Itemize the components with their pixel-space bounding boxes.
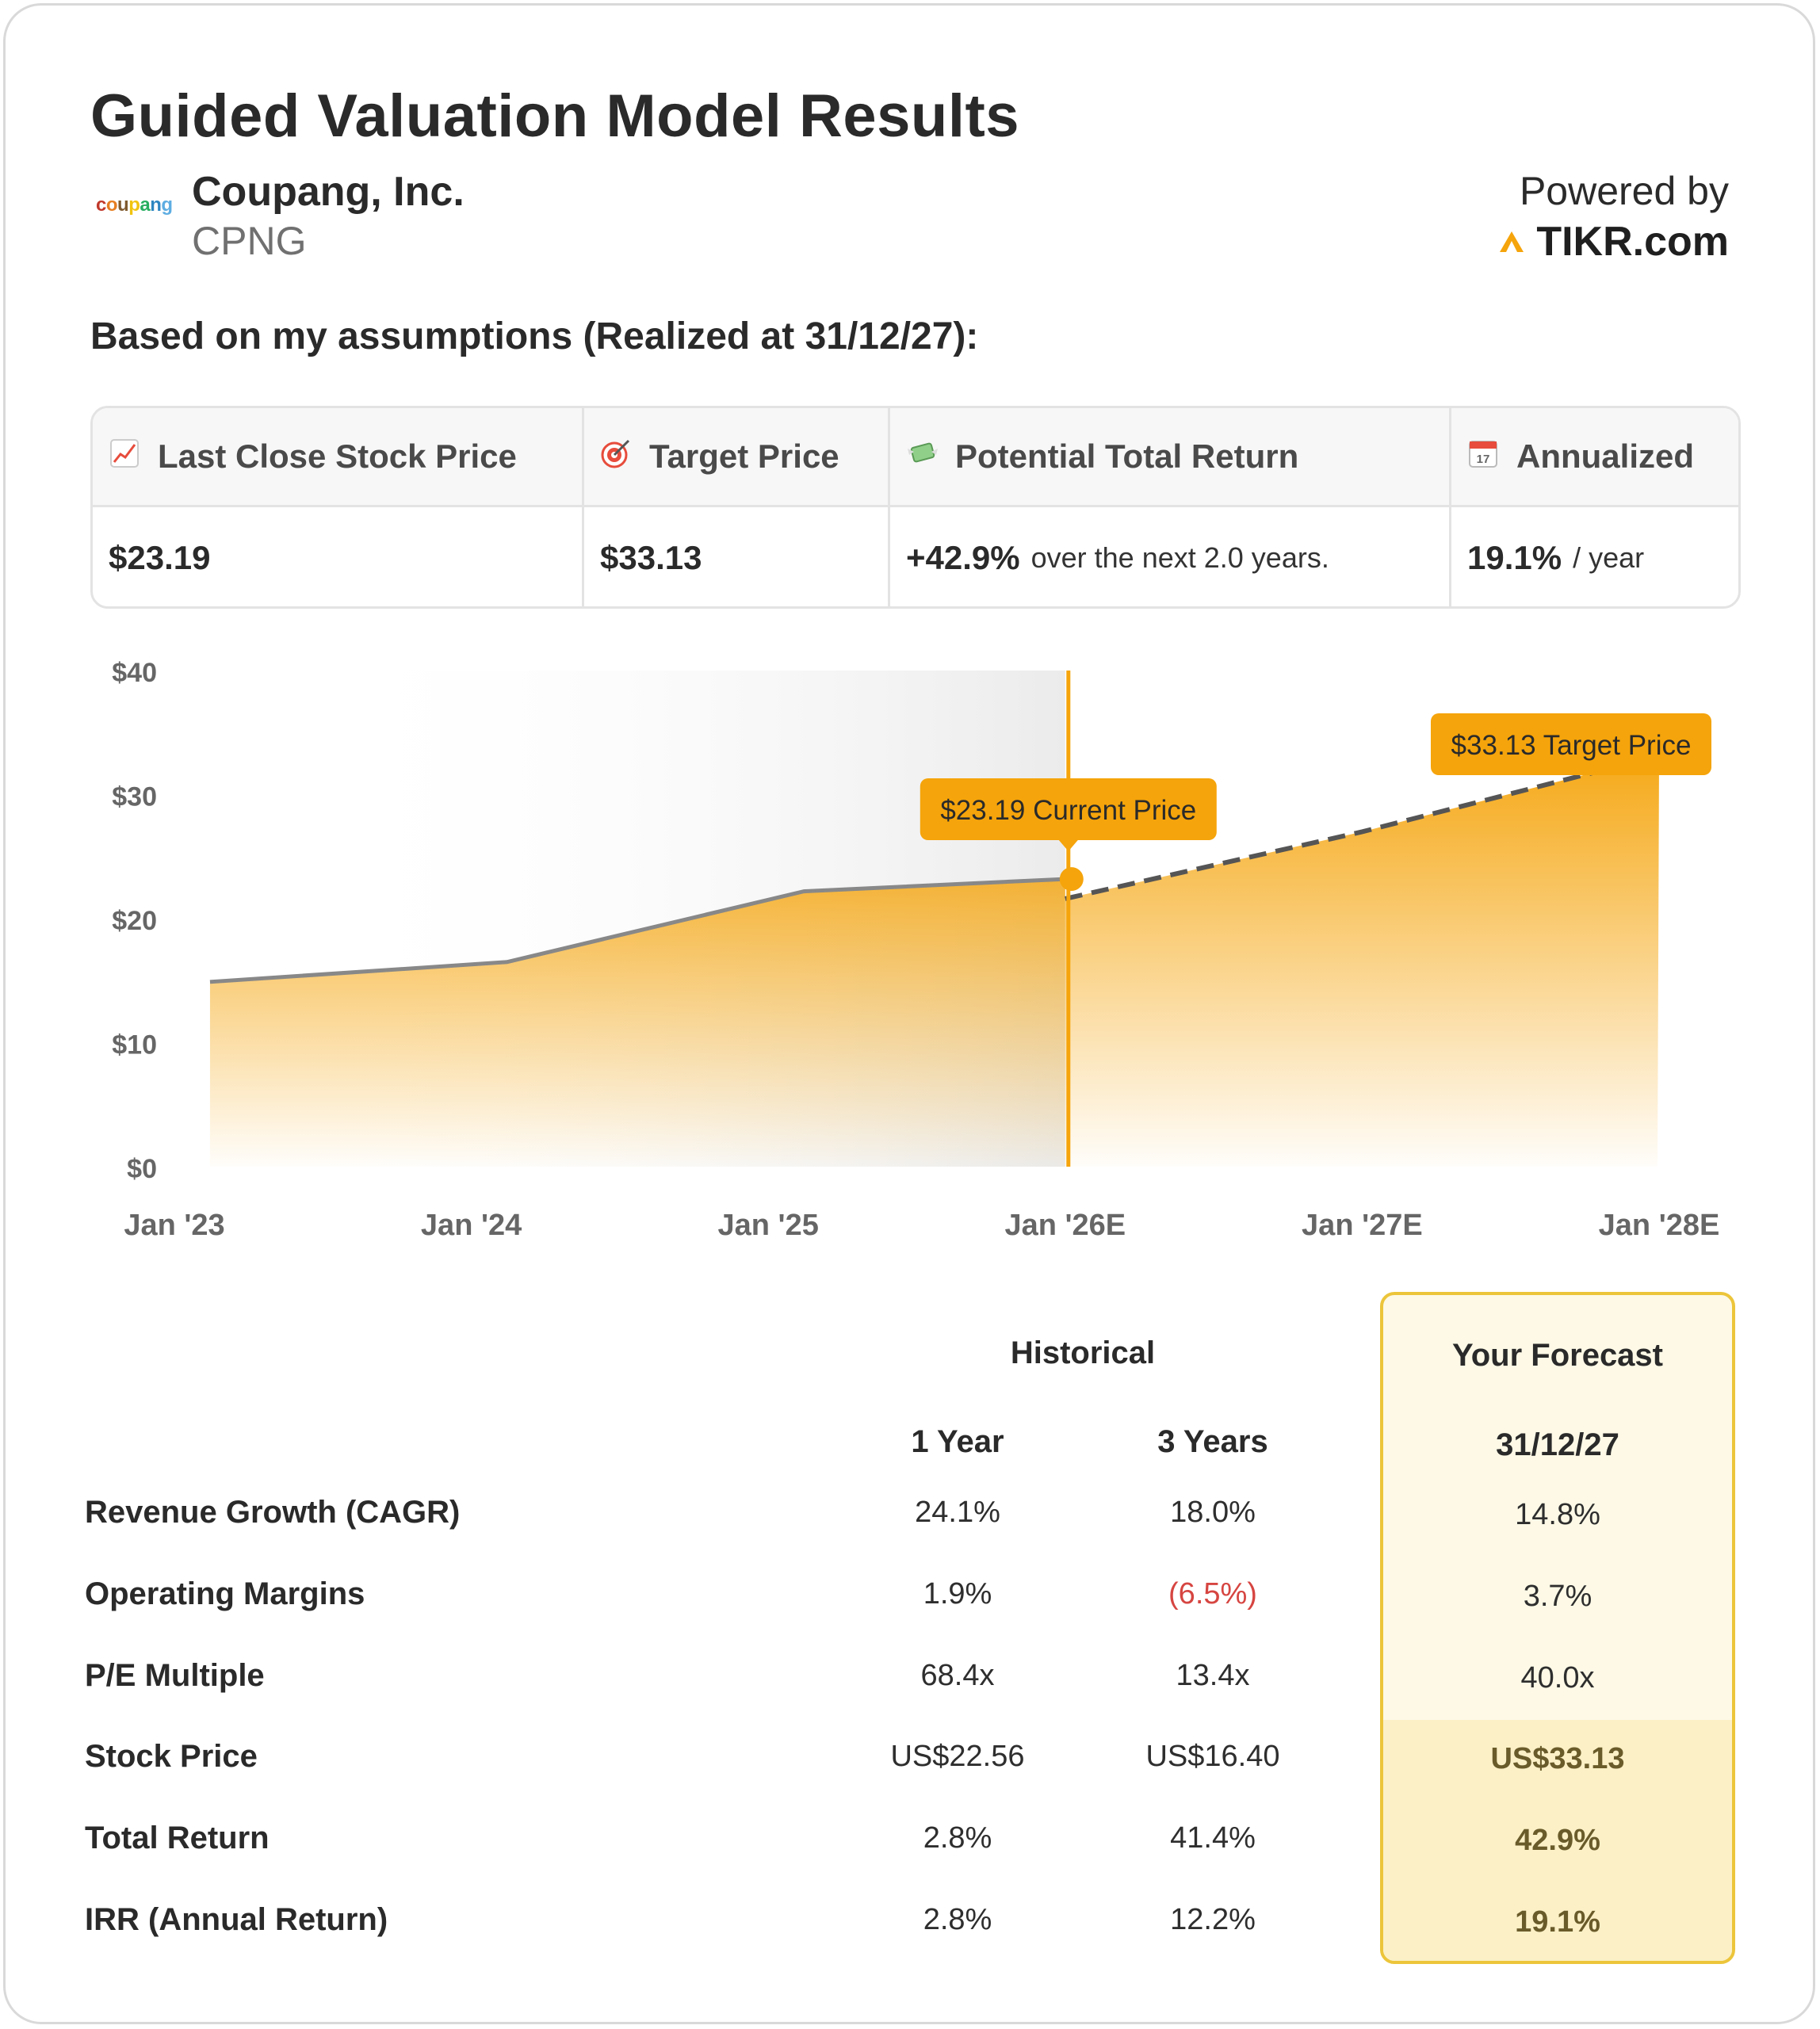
company-name: Coupang, Inc.	[192, 169, 465, 215]
row-label: Operating Margins	[85, 1576, 365, 1611]
cell-3-years: (6.5%)	[1168, 1576, 1257, 1611]
x-tick-label: Jan '27E	[1302, 1209, 1423, 1242]
cell-3-years: 12.2%	[1170, 1903, 1256, 1936]
cell-1-year: US$22.56	[890, 1740, 1025, 1774]
assumptions-label: Based on my assumptions (Realized at 31/…	[90, 315, 979, 357]
y-tick-label: $20	[112, 906, 157, 936]
cell-forecast: 14.8%	[1515, 1498, 1600, 1531]
metric-value: $33.13	[600, 539, 702, 576]
row-label: Revenue Growth (CAGR)	[85, 1495, 461, 1530]
metric-last-close: Last Close Stock Price $23.19	[93, 408, 584, 606]
row-label: Total Return	[85, 1821, 270, 1856]
x-tick-label: Jan '25	[718, 1209, 819, 1242]
forecast-column-panel	[1380, 1292, 1735, 1964]
column-1-year: 1 Year	[911, 1424, 1004, 1459]
target-price-tag	[1431, 713, 1711, 775]
cell-forecast: 40.0x	[1520, 1660, 1595, 1695]
column-3-years: 3 Years	[1157, 1424, 1268, 1459]
target-icon	[600, 438, 632, 476]
row-label: Stock Price	[85, 1739, 258, 1775]
column-forecast-date: 31/12/27	[1496, 1427, 1619, 1462]
tikr-brand-text: TIKR.com	[1536, 219, 1729, 265]
current-price-point	[1059, 867, 1084, 892]
cell-3-years: US$16.40	[1145, 1740, 1280, 1774]
x-tick-label: Jan '23	[124, 1209, 224, 1242]
target-price-label: $33.13 Target Price	[1451, 730, 1692, 761]
historical-line	[209, 877, 1065, 984]
historical-area	[209, 879, 1065, 1167]
historical-header: Historical	[1010, 1335, 1156, 1370]
metric-suffix: / year	[1573, 541, 1645, 574]
forecast-header: Your Forecast	[1452, 1338, 1663, 1373]
y-tick-label: $30	[112, 782, 157, 812]
row-label: P/E Multiple	[85, 1657, 265, 1693]
metric-label: Potential Total Return	[955, 438, 1299, 475]
cell-1-year: 1.9%	[923, 1576, 992, 1611]
forecast-area	[1065, 755, 1659, 1167]
x-tick-label: Jan '26E	[1004, 1209, 1126, 1242]
page-title: Guided Valuation Model Results	[90, 82, 1020, 150]
company-logo: coupang	[96, 194, 173, 216]
cell-1-year: 2.8%	[923, 1903, 992, 1936]
cell-3-years: 41.4%	[1170, 1821, 1256, 1855]
cell-1-year: 68.4x	[920, 1658, 995, 1692]
cell-3-years: 13.4x	[1176, 1658, 1250, 1692]
current-price-tag	[920, 778, 1217, 840]
cell-forecast: 3.7%	[1523, 1579, 1592, 1613]
tikr-brand-link[interactable]: TIKR.com	[1498, 218, 1729, 266]
price-chart: $0 $10 $20 $30 $40 Jan '23 Jan '24 Jan '25 Jan '…	[112, 658, 1720, 1242]
calendar-icon: 17	[1467, 438, 1499, 476]
metric-label: Last Close Stock Price	[158, 438, 517, 475]
metric-value: 19.1%	[1467, 539, 1562, 576]
y-tick-label: $10	[112, 1030, 157, 1060]
metric-annualized: 17 Annualized 19.1% / year	[1451, 408, 1738, 606]
metric-value: $23.19	[109, 539, 211, 576]
x-tick-label: Jan '28E	[1599, 1209, 1720, 1242]
x-tick-label: Jan '24	[421, 1209, 522, 1242]
tikr-logo-icon	[1500, 231, 1524, 252]
cell-1-year: 24.1%	[915, 1496, 1000, 1529]
metric-label: Annualized	[1516, 438, 1695, 475]
current-price-tag-pointer	[1058, 840, 1078, 851]
chart-increasing-icon	[109, 438, 140, 476]
svg-text:17: 17	[1477, 453, 1490, 466]
cell-3-years: 18.0%	[1170, 1496, 1256, 1529]
metric-total-return: Potential Total Return +42.9% over the n…	[890, 408, 1451, 606]
cell-forecast: 19.1%	[1515, 1905, 1600, 1939]
metric-value: +42.9%	[906, 539, 1020, 576]
metric-target-price: Target Price $33.13	[584, 408, 890, 606]
ticker-symbol: CPNG	[192, 219, 307, 263]
y-tick-label: $0	[127, 1154, 157, 1184]
powered-by-label: Powered by	[1519, 169, 1729, 213]
metric-suffix: over the next 2.0 years.	[1030, 541, 1329, 574]
cell-forecast: 42.9%	[1515, 1824, 1600, 1858]
money-wings-icon	[906, 438, 938, 476]
y-tick-label: $40	[112, 658, 157, 688]
metric-label: Target Price	[649, 438, 839, 475]
metrics-table: Last Close Stock Price $23.19 Target Pri…	[90, 406, 1741, 609]
cell-1-year: 2.8%	[923, 1821, 992, 1855]
current-price-label: $23.19 Current Price	[940, 795, 1196, 826]
forecast-line	[1065, 753, 1660, 901]
row-label: IRR (Annual Return)	[85, 1902, 388, 1937]
cell-forecast: US$33.13	[1490, 1742, 1625, 1776]
